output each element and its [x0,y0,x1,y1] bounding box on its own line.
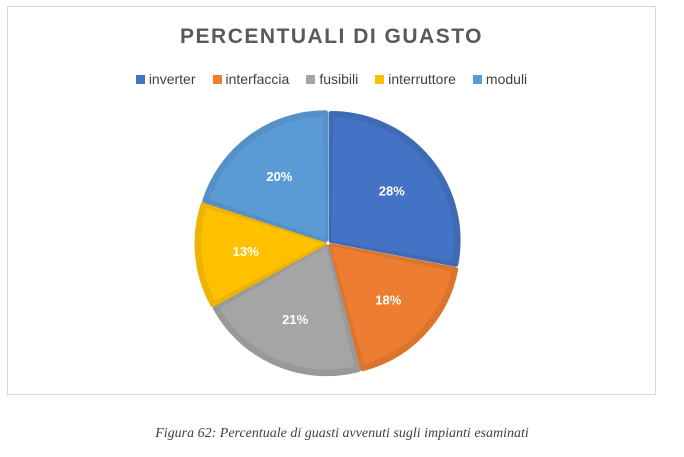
legend-item-inverter: inverter [135,71,196,87]
legend-item-moduli: moduli [472,71,528,87]
legend-item-interfaccia: interfaccia [212,71,290,87]
data-label: 13% [233,244,259,259]
legend-label: moduli [485,71,528,87]
legend-label: inverter [148,71,196,87]
legend-label: fusibili [319,71,359,87]
figure-caption: Figura 62: Percentuale di guasti avvenut… [155,426,529,441]
pie-slice-fill [209,116,326,240]
data-label: 28% [379,183,405,198]
chart-legend: inverter interfaccia fusibili interruttore m… [8,71,655,87]
pie-slice-fill [331,117,455,262]
pie-slice-fill [201,207,325,301]
pie-slice-fill [330,245,452,365]
legend-item-fusibili: fusibili [306,71,358,87]
legend-item-interruttore: interruttore [375,71,456,87]
legend-swatch [212,74,222,84]
pie-slice-fill [219,246,355,370]
legend-swatch [375,74,385,84]
legend-swatch [472,74,482,84]
chart-title: PERCENTUALI DI GUASTO [180,25,483,48]
legend-label: interruttore [388,71,456,87]
data-label: 20% [266,169,292,184]
data-label: 21% [282,312,308,327]
legend-swatch [306,74,316,84]
legend-label: interfaccia [225,71,290,87]
legend-swatch [135,74,145,84]
data-label: 18% [375,293,401,308]
